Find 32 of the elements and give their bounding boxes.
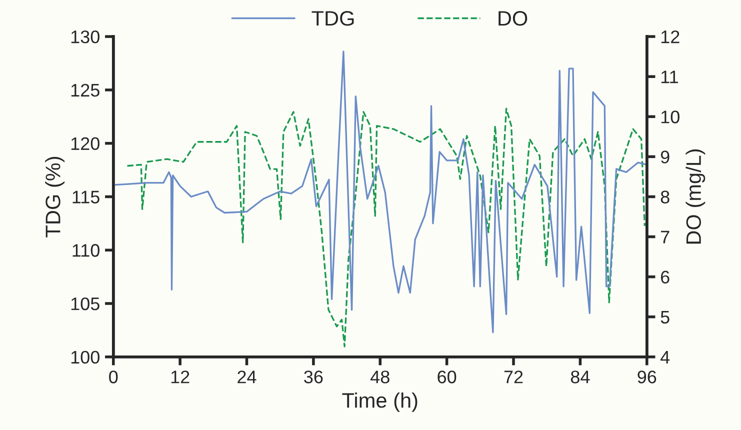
y-tick-label: 115 (72, 190, 100, 204)
x-tick-label: 96 (638, 370, 656, 384)
y2-tick-label: 8 (660, 190, 670, 204)
line-series (113, 50, 647, 334)
y2-tick-label: 6 (661, 270, 670, 284)
y2-tick-label: 5 (660, 310, 670, 324)
y-tick-label: 125 (71, 84, 100, 97)
x-tick-label: 84 (570, 370, 590, 384)
x-tick-label: 48 (370, 370, 390, 384)
x-tick-label: 72 (504, 370, 523, 384)
legend-label: DO (498, 11, 528, 26)
y2-tick-label: 10 (661, 110, 680, 124)
x-tick-label: 12 (171, 370, 190, 384)
y-axis-title: TDG (%) (45, 156, 64, 238)
y-tick-label: 110 (72, 244, 100, 257)
legend-label: TDG (312, 11, 354, 26)
line-series (126, 108, 646, 348)
y2-axis-title: DO (mg/L) (686, 149, 706, 244)
y-tick-label: 120 (71, 137, 100, 150)
y2-tick-label: 4 (660, 351, 670, 364)
y2-tick-label: 7 (661, 230, 670, 244)
x-tick-label: 60 (438, 370, 456, 384)
y-tick-label: 100 (71, 350, 100, 364)
y2-tick-label: 11 (661, 70, 678, 84)
x-tick-label: 0 (109, 370, 118, 384)
y-tick-label: 130 (71, 30, 100, 44)
y-tick-label: 105 (71, 297, 100, 310)
x-tick-label: 24 (238, 370, 256, 384)
x-tick-label: 36 (304, 370, 323, 384)
y2-tick-label: 9 (660, 150, 670, 164)
x-axis-title: Time (h) (342, 392, 418, 412)
y2-tick-label: 12 (661, 30, 680, 44)
